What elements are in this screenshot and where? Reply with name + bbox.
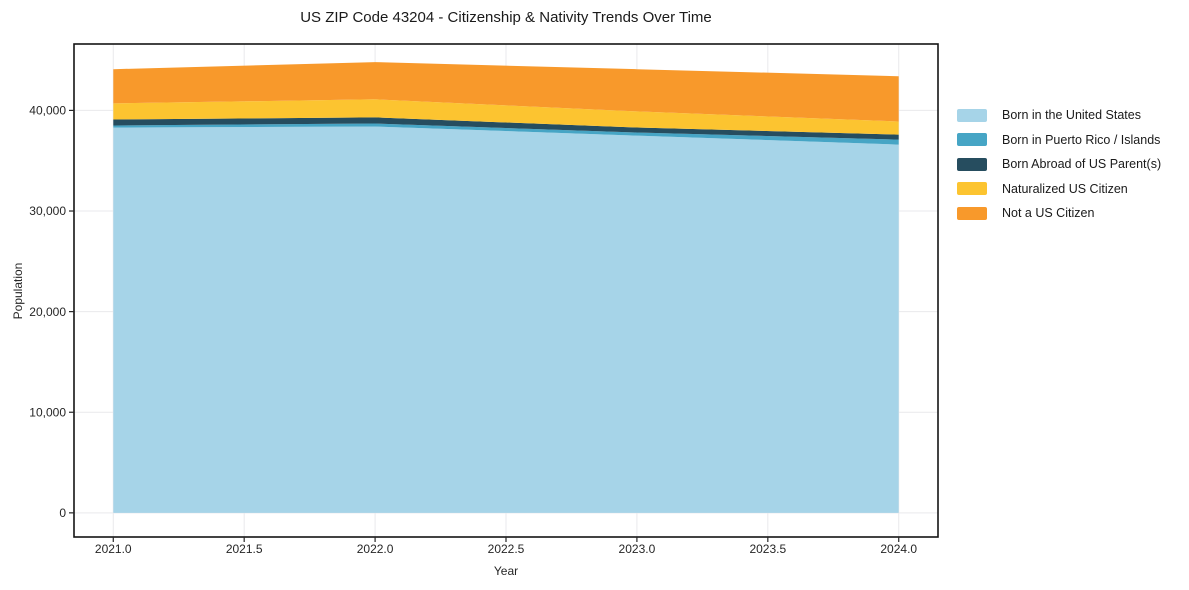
y-tick-label: 10,000: [29, 405, 66, 419]
area-series-0: [113, 126, 899, 513]
area-series-1: [113, 123, 899, 145]
area-series-4: [113, 62, 899, 122]
x-tick-label: 2021.5: [226, 542, 263, 556]
legend-item: Born Abroad of US Parent(s): [957, 157, 1161, 171]
legend: Born in the United States Born in Puerto …: [957, 108, 1161, 220]
y-tick-label: 40,000: [29, 104, 66, 118]
legend-item: Not a US Citizen: [957, 206, 1161, 220]
legend-item: Born in Puerto Rico / Islands: [957, 133, 1161, 147]
x-axis-label: Year: [493, 564, 519, 578]
legend-item: Naturalized US Citizen: [957, 182, 1161, 196]
x-tick-label: 2023.5: [749, 542, 786, 556]
x-tick-label: 2021.0: [95, 542, 132, 556]
legend-swatch: [957, 206, 987, 220]
y-tick-label: 30,000: [29, 204, 66, 218]
legend-label: Born Abroad of US Parent(s): [1002, 157, 1162, 171]
legend-label: Naturalized US Citizen: [1002, 181, 1128, 196]
legend-swatch: [957, 133, 987, 146]
legend-swatch: [957, 182, 987, 195]
legend-item: Born in the United States: [957, 108, 1161, 122]
area-series-2: [113, 117, 899, 140]
x-tick-label: 2022.0: [357, 542, 394, 556]
x-tick-label: 2024.0: [880, 542, 917, 556]
x-tick-label: 2022.5: [488, 542, 525, 556]
chart-title: US ZIP Code 43204 - Citizenship & Nativi…: [300, 9, 712, 26]
legend-label: Not a US Citizen: [1002, 206, 1095, 220]
y-tick-label: 20,000: [29, 305, 66, 319]
area-series-3: [113, 99, 899, 135]
y-axis-label: Population: [11, 262, 25, 320]
y-tick-label: 0: [59, 506, 66, 520]
legend-swatch: [957, 108, 987, 122]
legend-label: Born in Puerto Rico / Islands: [1002, 132, 1161, 147]
x-tick-label: 2023.0: [619, 542, 656, 556]
legend-swatch: [957, 157, 987, 171]
legend-label: Born in the United States: [1002, 108, 1141, 122]
